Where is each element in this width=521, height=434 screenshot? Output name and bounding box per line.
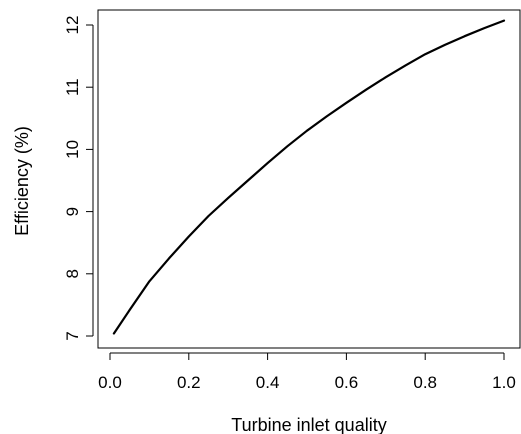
x-tick-label: 0.0 — [98, 373, 122, 392]
y-tick-label: 8 — [63, 269, 82, 278]
x-tick-label: 0.8 — [413, 373, 437, 392]
y-tick-label: 10 — [63, 140, 82, 159]
x-axis: 0.0 0.2 0.4 0.6 0.8 1.0 — [98, 352, 516, 392]
x-tick-label: 0.4 — [256, 373, 280, 392]
series-line — [112, 19, 506, 335]
y-axis-title: Efficiency (%) — [12, 126, 32, 236]
y-tick-label: 7 — [63, 331, 82, 340]
y-axis: 7 8 9 10 11 12 — [63, 16, 94, 341]
x-tick-label: 0.6 — [335, 373, 359, 392]
x-tick-label: 0.2 — [177, 373, 201, 392]
plot-box — [97, 9, 521, 349]
y-tick-label: 11 — [63, 78, 82, 96]
x-tick-label: 1.0 — [492, 373, 516, 392]
x-axis-title: Turbine inlet quality — [231, 415, 386, 434]
y-tick-label: 9 — [63, 207, 82, 216]
y-tick-label: 12 — [63, 16, 82, 35]
